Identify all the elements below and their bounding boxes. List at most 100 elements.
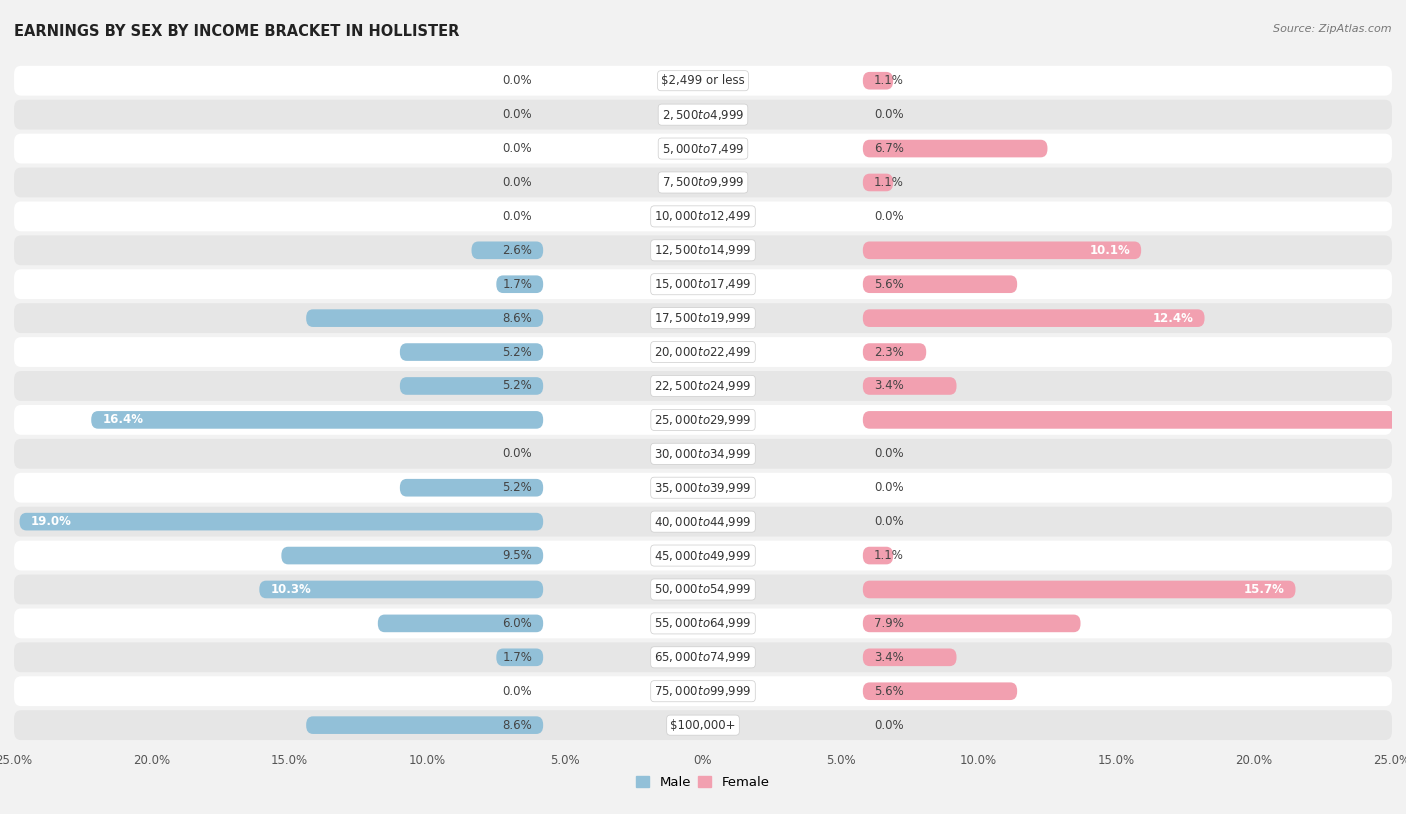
FancyBboxPatch shape	[14, 642, 1392, 672]
Text: 1.7%: 1.7%	[502, 651, 531, 663]
Text: $2,499 or less: $2,499 or less	[661, 74, 745, 87]
FancyBboxPatch shape	[399, 479, 543, 497]
Text: $55,000 to $64,999: $55,000 to $64,999	[654, 616, 752, 630]
FancyBboxPatch shape	[307, 309, 543, 327]
Text: 3.4%: 3.4%	[875, 379, 904, 392]
FancyBboxPatch shape	[14, 676, 1392, 707]
Text: $20,000 to $22,499: $20,000 to $22,499	[654, 345, 752, 359]
FancyBboxPatch shape	[14, 201, 1392, 231]
Text: Source: ZipAtlas.com: Source: ZipAtlas.com	[1274, 24, 1392, 34]
FancyBboxPatch shape	[399, 377, 543, 395]
Text: 10.1%: 10.1%	[1090, 244, 1130, 256]
FancyBboxPatch shape	[14, 439, 1392, 469]
Text: 15.7%: 15.7%	[1243, 583, 1285, 596]
Text: 0.0%: 0.0%	[502, 142, 531, 155]
FancyBboxPatch shape	[863, 547, 893, 564]
FancyBboxPatch shape	[863, 580, 1295, 598]
Text: 0.0%: 0.0%	[502, 210, 531, 223]
Text: 10.3%: 10.3%	[270, 583, 311, 596]
Text: 0.0%: 0.0%	[875, 481, 904, 494]
FancyBboxPatch shape	[14, 235, 1392, 265]
Text: 0.0%: 0.0%	[875, 108, 904, 121]
Text: $15,000 to $17,499: $15,000 to $17,499	[654, 278, 752, 291]
Text: 9.5%: 9.5%	[502, 549, 531, 562]
Text: $75,000 to $99,999: $75,000 to $99,999	[654, 685, 752, 698]
FancyBboxPatch shape	[496, 275, 543, 293]
FancyBboxPatch shape	[863, 173, 893, 191]
Text: 8.6%: 8.6%	[502, 312, 531, 325]
Text: $2,500 to $4,999: $2,500 to $4,999	[662, 107, 744, 121]
Text: 7.9%: 7.9%	[875, 617, 904, 630]
Text: $50,000 to $54,999: $50,000 to $54,999	[654, 583, 752, 597]
FancyBboxPatch shape	[14, 575, 1392, 604]
Text: 8.6%: 8.6%	[502, 719, 531, 732]
Text: 2.6%: 2.6%	[502, 244, 531, 256]
Text: $30,000 to $34,999: $30,000 to $34,999	[654, 447, 752, 461]
FancyBboxPatch shape	[863, 309, 1205, 327]
Text: $10,000 to $12,499: $10,000 to $12,499	[654, 209, 752, 223]
Text: $25,000 to $29,999: $25,000 to $29,999	[654, 413, 752, 427]
Text: $40,000 to $44,999: $40,000 to $44,999	[654, 514, 752, 528]
Text: 12.4%: 12.4%	[1153, 312, 1194, 325]
Text: $100,000+: $100,000+	[671, 719, 735, 732]
Text: 0.0%: 0.0%	[502, 448, 531, 460]
Text: 0.0%: 0.0%	[875, 210, 904, 223]
FancyBboxPatch shape	[863, 682, 1017, 700]
FancyBboxPatch shape	[281, 547, 543, 564]
FancyBboxPatch shape	[863, 344, 927, 361]
FancyBboxPatch shape	[863, 615, 1081, 632]
FancyBboxPatch shape	[14, 66, 1392, 95]
FancyBboxPatch shape	[14, 506, 1392, 536]
FancyBboxPatch shape	[863, 72, 893, 90]
Text: 5.2%: 5.2%	[502, 481, 531, 494]
Text: 1.7%: 1.7%	[502, 278, 531, 291]
Text: $12,500 to $14,999: $12,500 to $14,999	[654, 243, 752, 257]
Text: 0.0%: 0.0%	[502, 108, 531, 121]
Text: 0.0%: 0.0%	[875, 719, 904, 732]
FancyBboxPatch shape	[14, 133, 1392, 164]
Text: 1.1%: 1.1%	[875, 549, 904, 562]
Text: 6.0%: 6.0%	[502, 617, 531, 630]
FancyBboxPatch shape	[14, 710, 1392, 740]
Text: $22,500 to $24,999: $22,500 to $24,999	[654, 379, 752, 393]
Text: 0.0%: 0.0%	[502, 176, 531, 189]
Text: $65,000 to $74,999: $65,000 to $74,999	[654, 650, 752, 664]
Text: 1.1%: 1.1%	[875, 176, 904, 189]
Text: 0.0%: 0.0%	[875, 448, 904, 460]
FancyBboxPatch shape	[14, 168, 1392, 197]
FancyBboxPatch shape	[14, 99, 1392, 129]
FancyBboxPatch shape	[378, 615, 543, 632]
FancyBboxPatch shape	[863, 377, 956, 395]
Text: 1.1%: 1.1%	[875, 74, 904, 87]
FancyBboxPatch shape	[14, 269, 1392, 299]
FancyBboxPatch shape	[14, 337, 1392, 367]
Text: 0.0%: 0.0%	[502, 685, 531, 698]
Text: 19.0%: 19.0%	[31, 515, 72, 528]
FancyBboxPatch shape	[399, 344, 543, 361]
FancyBboxPatch shape	[259, 580, 543, 598]
Text: $45,000 to $49,999: $45,000 to $49,999	[654, 549, 752, 562]
FancyBboxPatch shape	[91, 411, 543, 429]
FancyBboxPatch shape	[14, 473, 1392, 502]
Text: $17,500 to $19,999: $17,500 to $19,999	[654, 311, 752, 325]
Text: 16.4%: 16.4%	[103, 414, 143, 427]
FancyBboxPatch shape	[20, 513, 543, 531]
Text: 5.2%: 5.2%	[502, 379, 531, 392]
FancyBboxPatch shape	[14, 303, 1392, 333]
FancyBboxPatch shape	[471, 242, 543, 259]
Text: 5.6%: 5.6%	[875, 685, 904, 698]
FancyBboxPatch shape	[863, 411, 1406, 429]
Text: $5,000 to $7,499: $5,000 to $7,499	[662, 142, 744, 155]
FancyBboxPatch shape	[14, 405, 1392, 435]
FancyBboxPatch shape	[496, 649, 543, 666]
FancyBboxPatch shape	[863, 649, 956, 666]
Text: $7,500 to $9,999: $7,500 to $9,999	[662, 176, 744, 190]
Text: 3.4%: 3.4%	[875, 651, 904, 663]
Text: 0.0%: 0.0%	[502, 74, 531, 87]
FancyBboxPatch shape	[14, 609, 1392, 638]
FancyBboxPatch shape	[863, 242, 1142, 259]
FancyBboxPatch shape	[14, 371, 1392, 400]
Text: $35,000 to $39,999: $35,000 to $39,999	[654, 481, 752, 495]
Text: EARNINGS BY SEX BY INCOME BRACKET IN HOLLISTER: EARNINGS BY SEX BY INCOME BRACKET IN HOL…	[14, 24, 460, 39]
Text: 2.3%: 2.3%	[875, 346, 904, 358]
